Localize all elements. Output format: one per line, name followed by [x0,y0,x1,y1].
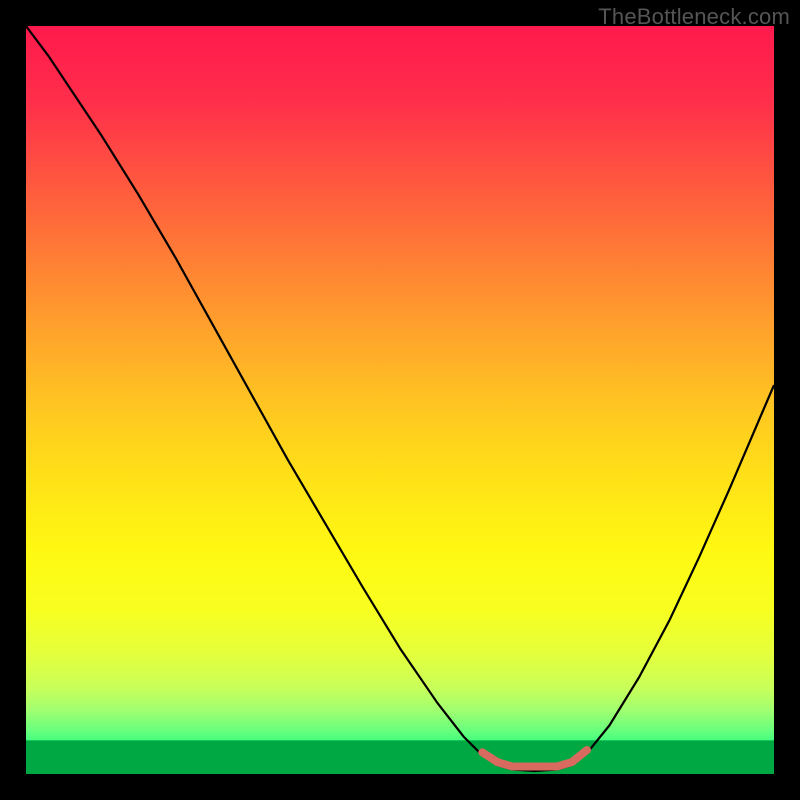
watermark-text: TheBottleneck.com [598,4,790,30]
plot-background [26,26,774,774]
chart-container: TheBottleneck.com [0,0,800,800]
bottom-green-band [26,740,774,774]
chart-svg [0,0,800,800]
